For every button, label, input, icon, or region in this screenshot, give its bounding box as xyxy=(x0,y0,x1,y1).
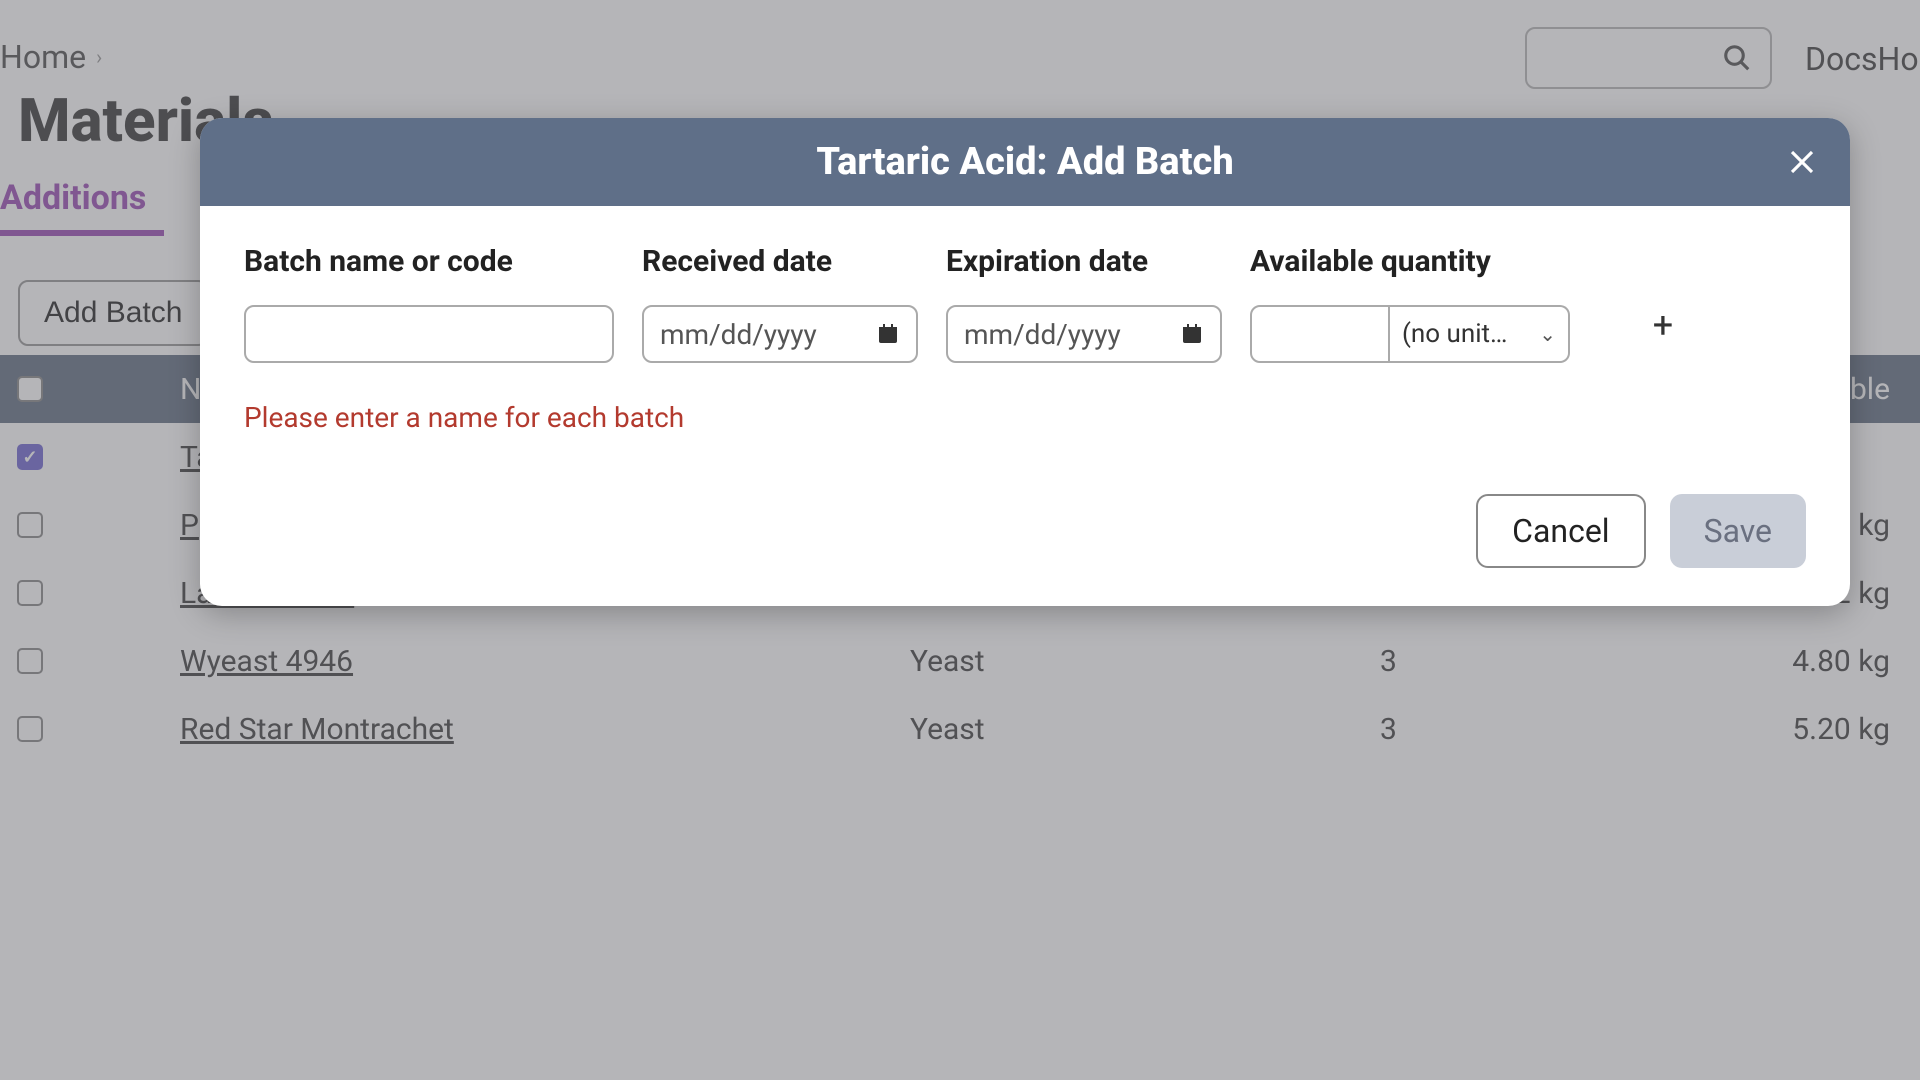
field-batch-name: Batch name or code xyxy=(244,244,614,363)
close-button[interactable] xyxy=(1782,142,1822,182)
unit-select[interactable]: (no unit… ⌄ xyxy=(1390,305,1570,363)
page-root: Home › Materials DocsHo Additions Add Ba… xyxy=(0,0,1920,1080)
save-button[interactable]: Save xyxy=(1670,494,1806,568)
label-expiration-date: Expiration date xyxy=(946,244,1222,279)
field-expiration-date: Expiration date mm/dd/yyyy xyxy=(946,244,1222,363)
date-placeholder: mm/dd/yyyy xyxy=(660,318,817,351)
chevron-down-icon: ⌄ xyxy=(1539,322,1556,346)
modal-header: Tartaric Acid: Add Batch xyxy=(200,118,1850,206)
modal-footer: Cancel Save xyxy=(200,444,1850,606)
calendar-icon xyxy=(1180,322,1204,346)
unit-select-value: (no unit… xyxy=(1402,319,1507,349)
batch-name-input[interactable] xyxy=(244,305,614,363)
received-date-input[interactable]: mm/dd/yyyy xyxy=(642,305,918,363)
label-batch-name: Batch name or code xyxy=(244,244,614,279)
modal-body: Batch name or code Received date mm/dd/y… xyxy=(200,206,1850,444)
form-row: Batch name or code Received date mm/dd/y… xyxy=(244,244,1806,363)
plus-icon: + xyxy=(1653,304,1673,346)
calendar-icon xyxy=(876,322,900,346)
field-received-date: Received date mm/dd/yyyy xyxy=(642,244,918,363)
cancel-button[interactable]: Cancel xyxy=(1476,494,1645,568)
close-icon xyxy=(1787,147,1817,177)
label-quantity: Available quantity xyxy=(1250,244,1570,279)
add-batch-modal: Tartaric Acid: Add Batch Batch name or c… xyxy=(200,118,1850,606)
label-received-date: Received date xyxy=(642,244,918,279)
quantity-input[interactable] xyxy=(1250,305,1390,363)
expiration-date-input[interactable]: mm/dd/yyyy xyxy=(946,305,1222,363)
field-quantity: Available quantity (no unit… ⌄ xyxy=(1250,244,1570,363)
add-row-button[interactable]: + xyxy=(1638,296,1688,354)
validation-error: Please enter a name for each batch xyxy=(244,401,1806,434)
date-placeholder: mm/dd/yyyy xyxy=(964,318,1121,351)
modal-title: Tartaric Acid: Add Batch xyxy=(816,140,1233,184)
